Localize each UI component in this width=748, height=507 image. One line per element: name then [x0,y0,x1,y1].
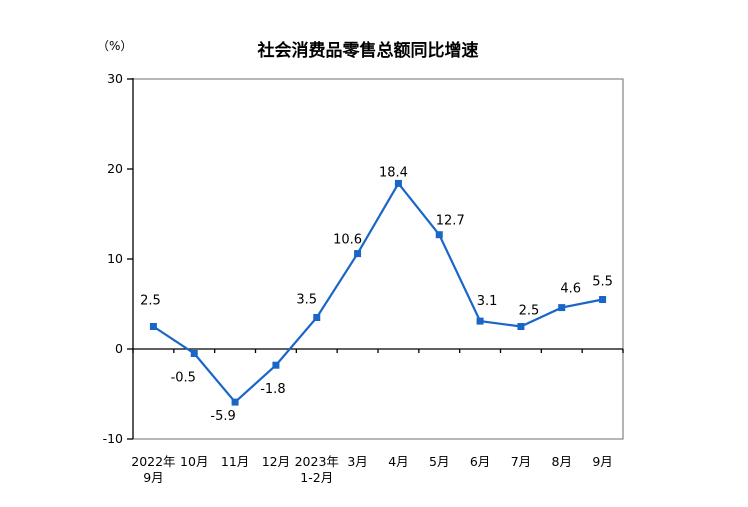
data-point-marker [190,350,198,357]
x-axis-label: 10月 [180,454,208,469]
y-tick-label: 10 [107,251,123,266]
data-point-marker [599,296,607,303]
x-axis-label: 5月 [429,454,449,469]
y-tick-label: 30 [107,71,123,86]
chart-title: 社会消费品零售总额同比增速 [257,41,479,61]
data-point-label: 3.5 [296,293,317,308]
data-point-marker [394,179,402,187]
y-tick-label: 20 [107,161,123,176]
x-axis-label: 11月 [221,454,249,469]
data-point-label: 12.7 [436,214,465,229]
x-axis-label: 6月 [470,454,490,469]
data-point-marker [476,317,484,325]
x-axis-label: 3月 [347,454,367,469]
data-point-marker [313,314,321,321]
x-axis-label: 2023年 1-2月 [295,454,339,485]
x-axis-label: 12月 [262,454,290,469]
data-point-marker [231,398,239,406]
data-point-label: 2.5 [140,294,161,309]
data-point-label: -1.8 [260,382,285,397]
data-line [152,181,603,404]
data-point-marker [272,361,280,369]
x-axis-label: 4月 [388,454,408,469]
data-point-marker [435,231,443,239]
plot-border [133,78,624,440]
x-axis-label: 9月 [592,454,612,469]
y-tick-label: -10 [103,431,123,446]
x-axis-label: 7月 [511,454,531,469]
data-point-marker [558,304,566,312]
data-point-label: -5.9 [210,409,235,424]
data-point-marker [517,323,525,330]
y-tick-label: 0 [115,341,123,356]
data-point-label: 4.6 [560,282,581,297]
data-point-label: 2.5 [519,304,540,319]
data-point-marker [149,323,157,330]
data-point-label: 10.6 [333,233,362,248]
data-point-label: 18.4 [379,165,408,180]
x-axis-label: 8月 [552,454,572,469]
data-point-label: -0.5 [171,371,196,386]
data-point-label: 3.1 [477,294,498,309]
x-axis-label: 2022年 9月 [131,454,175,485]
data-point-label: 5.5 [592,275,613,290]
data-point-marker [354,250,362,258]
y-axis-unit-label: （%） [97,39,133,53]
